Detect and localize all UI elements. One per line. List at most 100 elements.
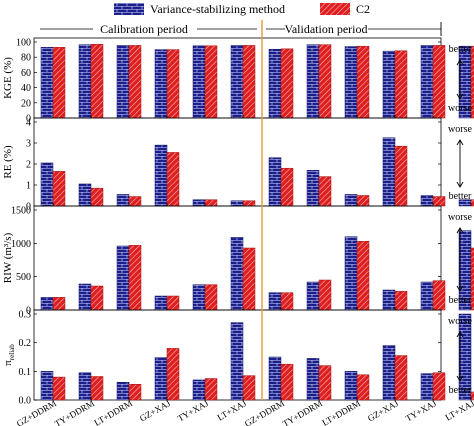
y-tick-label: 60	[21, 68, 31, 79]
legend-label-c2: C2	[356, 2, 370, 16]
bar-validation-lt-ddrm-variance	[344, 46, 358, 119]
bar-validation-ty-xaj-variance	[420, 45, 434, 119]
bar-validation-ty-xaj-variance	[420, 281, 434, 311]
arrow-head-down	[456, 375, 464, 382]
y-axis-label: RE (%)	[2, 145, 14, 179]
x-tick-label: LT+DDRM	[92, 398, 134, 426]
bar-calibration-ty-ddrm-variance	[78, 44, 92, 119]
x-tick-label: TY+XAJ	[404, 398, 439, 424]
bar-validation-ty-xaj-c2	[432, 196, 446, 207]
y-tick-label: 100	[16, 38, 31, 49]
y-tick-label: 0.3	[19, 310, 32, 321]
bar-calibration-ty-ddrm-variance	[78, 183, 92, 207]
bar-calibration-gz-xaj-variance	[154, 357, 168, 401]
bar-calibration-lt-xaj-c2	[242, 45, 256, 119]
arrow-head-up	[456, 139, 464, 146]
y-axis-label-subscript: reliab	[8, 344, 16, 360]
x-tick-label: LT+DDRM	[320, 398, 362, 426]
bar-validation-lt-xaj-c2	[470, 391, 474, 401]
bar-validation-gz-xaj-variance	[382, 345, 396, 401]
bar-validation-gz-ddrm-variance	[268, 157, 282, 207]
y-tick-label: 20	[21, 98, 31, 109]
bar-validation-ty-ddrm-variance	[306, 170, 320, 207]
bar-calibration-gz-ddrm-c2	[52, 376, 66, 401]
x-tick-label: LT+XAJ	[444, 398, 474, 423]
bar-calibration-gz-ddrm-variance	[40, 371, 54, 401]
bar-calibration-ty-ddrm-variance	[78, 372, 92, 401]
bar-calibration-ty-xaj-variance	[192, 199, 206, 207]
bar-validation-lt-ddrm-variance	[344, 371, 358, 401]
y-tick-label: 0.1	[19, 367, 32, 378]
bar-calibration-gz-ddrm-variance	[40, 47, 54, 119]
bar-validation-lt-ddrm-c2	[356, 195, 370, 207]
bar-calibration-lt-ddrm-variance	[116, 245, 130, 311]
legend-swatch-c2	[320, 3, 350, 15]
bar-validation-lt-ddrm-variance	[344, 194, 358, 207]
x-tick-label: GZ+XAJ	[138, 398, 173, 424]
bar-calibration-lt-ddrm-variance	[116, 381, 130, 401]
y-tick-label: 1500	[11, 206, 31, 217]
bar-calibration-gz-ddrm-variance	[40, 162, 54, 207]
bar-calibration-lt-ddrm-variance	[116, 194, 130, 207]
arrow-head-up	[456, 331, 464, 338]
y-tick-label: 4	[26, 118, 31, 129]
bar-calibration-lt-ddrm-c2	[128, 383, 142, 401]
bar-validation-ty-ddrm-c2	[318, 176, 332, 207]
arrow-head-down	[456, 181, 464, 188]
bar-calibration-lt-ddrm-c2	[128, 45, 142, 119]
legend: Variance-stabilizing method C2	[114, 2, 370, 16]
arrow-label-top: worse	[448, 212, 472, 223]
bar-validation-ty-ddrm-variance	[306, 358, 320, 401]
bar-validation-ty-xaj-variance	[420, 373, 434, 401]
bar-calibration-ty-ddrm-c2	[90, 285, 104, 311]
y-tick-label: 1000	[11, 239, 31, 250]
bar-validation-gz-xaj-variance	[382, 50, 396, 119]
legend-label-variance: Variance-stabilizing method	[150, 2, 285, 16]
validation-label: Validation period	[285, 22, 368, 36]
bar-validation-lt-ddrm-c2	[356, 374, 370, 401]
bar-calibration-lt-ddrm-c2	[128, 245, 142, 311]
bar-calibration-gz-xaj-c2	[166, 348, 180, 401]
arrow-head-up	[456, 227, 464, 234]
panel-: 0.00.10.20.3πreliabGZ+DDRMTY+DDRMLT+DDRM…	[2, 310, 474, 426]
calibration-label: Calibration period	[100, 22, 188, 36]
arrow-head-down	[456, 285, 464, 292]
bar-calibration-lt-xaj-c2	[242, 247, 256, 311]
y-axis-label: πreliab	[2, 344, 16, 366]
y-tick-label: 0	[26, 202, 31, 213]
bar-validation-ty-ddrm-variance	[306, 281, 320, 311]
bar-calibration-ty-ddrm-c2	[90, 376, 104, 401]
bar-calibration-gz-ddrm-c2	[52, 47, 66, 119]
y-tick-label: 80	[21, 53, 31, 64]
bar-calibration-gz-xaj-c2	[166, 152, 180, 207]
bar-validation-gz-ddrm-variance	[268, 48, 282, 119]
x-tick-label: TY+XAJ	[176, 398, 211, 424]
bar-validation-gz-ddrm-variance	[268, 292, 282, 311]
bar-validation-ty-ddrm-variance	[306, 44, 320, 119]
arrow-label-top: worse	[448, 124, 472, 135]
bar-validation-gz-ddrm-c2	[280, 363, 294, 401]
arrow-label-bottom: better	[449, 295, 472, 306]
bar-calibration-ty-ddrm-c2	[90, 44, 104, 119]
x-tick-label: TY+DDRM	[53, 398, 96, 426]
bar-calibration-lt-xaj-variance	[230, 322, 244, 401]
bar-validation-gz-ddrm-c2	[280, 292, 294, 311]
bar-validation-ty-ddrm-c2	[318, 279, 332, 311]
bar-calibration-lt-ddrm-variance	[116, 45, 130, 119]
arrow-label-bottom: better	[449, 191, 472, 202]
bar-validation-gz-xaj-variance	[382, 289, 396, 311]
bar-calibration-ty-xaj-c2	[204, 199, 218, 207]
panel-re: 0 1 2 3 4 RE (%) worse better	[2, 118, 474, 213]
arrow-label-bottom: better	[449, 385, 472, 396]
bar-validation-lt-ddrm-c2	[356, 45, 370, 119]
bar-validation-gz-ddrm-variance	[268, 356, 282, 401]
bar-calibration-ty-xaj-c2	[204, 45, 218, 119]
bar-validation-gz-xaj-c2	[394, 291, 408, 311]
bar-calibration-ty-xaj-variance	[192, 45, 206, 119]
bar-validation-gz-ddrm-c2	[280, 167, 294, 207]
arrow-label-bottom: worse	[448, 103, 472, 114]
bar-validation-ty-xaj-c2	[432, 45, 446, 119]
y-tick-label: 3	[26, 139, 31, 150]
y-tick-label: 0	[26, 306, 31, 317]
